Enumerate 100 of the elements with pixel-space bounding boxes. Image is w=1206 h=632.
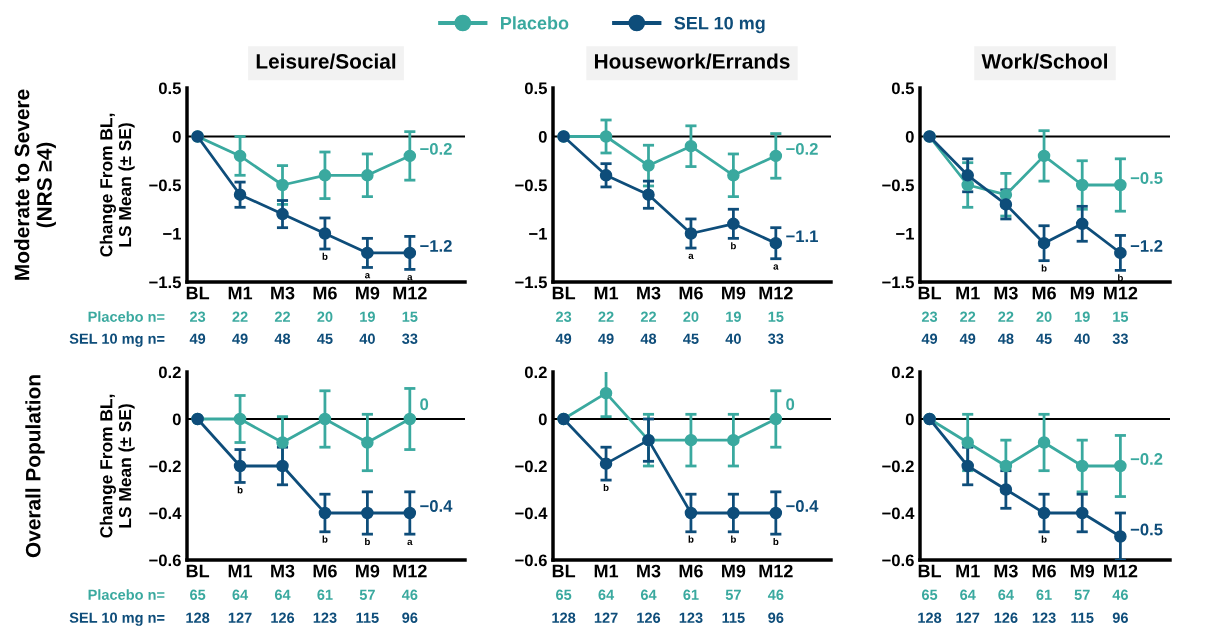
text: 15: [1113, 311, 1129, 322]
data-label: −0.5: [1130, 172, 1163, 184]
text: 15: [768, 311, 784, 322]
text: 19: [360, 311, 375, 322]
text: 19: [726, 311, 741, 322]
x-tick-label: BL: [552, 286, 576, 300]
y-tick-label: −1.5: [149, 276, 181, 289]
x-tick-label: M12: [393, 286, 427, 300]
x-tick-label: M12: [759, 286, 793, 300]
text: 20: [683, 311, 699, 322]
legend-label: Placebo: [501, 16, 569, 30]
text: 115: [722, 612, 745, 623]
x-tick-label: M1: [228, 286, 253, 300]
y-tick-label: −1: [163, 228, 181, 240]
data-label: −0.2: [420, 143, 452, 155]
y-tick-label: −0.6: [149, 554, 181, 567]
text: 40: [725, 333, 741, 344]
x-tick-label: BL: [186, 564, 210, 578]
annotation: b: [773, 537, 779, 546]
chart-title: Leisure/Social: [256, 53, 396, 69]
text: 65: [921, 589, 938, 600]
text: 96: [402, 612, 418, 623]
annotation: b: [1041, 535, 1047, 543]
text: 115: [356, 612, 379, 623]
chart-title: Housework/Errands: [594, 53, 790, 69]
text: 46: [767, 589, 784, 600]
annotation: b: [322, 535, 328, 543]
y-tick-label: 0: [905, 413, 914, 426]
text: 49: [598, 333, 614, 344]
text: Moderate to Severe (NRS ≥4): [14, 89, 56, 280]
text: 57: [359, 589, 375, 600]
text: 115: [1071, 612, 1094, 623]
text: 123: [1032, 612, 1056, 623]
data-label: −1.2: [1130, 240, 1163, 252]
x-tick-label: M1: [594, 286, 619, 300]
x-tick-label: M3: [637, 564, 661, 578]
text: 23: [190, 311, 206, 322]
text: 57: [725, 589, 741, 600]
text: 64: [232, 589, 249, 600]
y-tick-label: −1: [896, 228, 914, 240]
text: 127: [956, 612, 980, 623]
annotation: b: [1041, 264, 1047, 272]
text: 128: [186, 612, 210, 623]
text: 33: [1112, 333, 1128, 344]
y-tick-label: 0: [172, 413, 181, 426]
x-tick-label: M1: [956, 564, 980, 578]
text: 22: [640, 311, 657, 322]
data-label: −0.2: [786, 143, 818, 155]
annotation: a: [407, 275, 413, 281]
x-tick-label: M12: [1104, 564, 1138, 578]
x-tick-label: M9: [1070, 564, 1095, 578]
text: 22: [998, 311, 1014, 322]
x-tick-label: BL: [186, 286, 210, 300]
text: Placebo n=: [88, 311, 165, 322]
text: 64: [598, 589, 615, 600]
data-label: 0: [420, 398, 429, 411]
text: Placebo n=: [88, 589, 165, 600]
y-tick-label: 0.2: [158, 366, 181, 379]
data-label: −0.2: [1130, 453, 1163, 465]
y-tick-label: −1.5: [515, 276, 547, 289]
y-tick-label: −0.6: [882, 554, 914, 567]
text: 128: [918, 612, 942, 623]
annotation: b: [237, 486, 243, 494]
data-label: −0.4: [786, 500, 819, 512]
text: 96: [1112, 612, 1128, 623]
x-tick-label: BL: [918, 564, 942, 578]
text: 33: [402, 333, 418, 344]
x-tick-label: M6: [1032, 286, 1056, 300]
x-tick-label: M3: [271, 564, 295, 578]
y-tick-label: −0.6: [515, 554, 547, 567]
text: 15: [402, 311, 418, 322]
annotation: a: [688, 253, 694, 259]
y-tick-label: −0.2: [882, 460, 914, 473]
data-label: −0.4: [420, 500, 453, 512]
text: 22: [274, 311, 291, 322]
x-tick-label: M1: [956, 286, 980, 300]
text: 128: [552, 612, 576, 623]
y-tick-label: −0.2: [149, 460, 181, 473]
y-tick-label: 0.5: [891, 82, 914, 95]
text: 96: [768, 612, 784, 623]
y-tick-label: 0.5: [158, 82, 181, 95]
text: 20: [317, 311, 333, 322]
y-tick-label: 0: [538, 413, 547, 426]
annotation: b: [688, 535, 694, 543]
text: 61: [683, 589, 699, 600]
y-tick-label: 0: [538, 130, 547, 143]
x-tick-label: M6: [1032, 564, 1056, 578]
annotation: a: [407, 539, 413, 546]
text: 64: [640, 589, 657, 600]
text: 20: [1036, 311, 1052, 322]
legend-label: SEL 10 mg: [674, 16, 765, 34]
text: 48: [997, 333, 1014, 344]
text: Overall Population: [25, 375, 45, 558]
text: 45: [683, 333, 699, 344]
text: 127: [228, 612, 252, 623]
annotation: b: [731, 242, 736, 250]
text: 22: [598, 311, 614, 322]
text: 46: [401, 589, 418, 600]
text: 126: [271, 612, 295, 623]
text: 49: [921, 333, 938, 344]
